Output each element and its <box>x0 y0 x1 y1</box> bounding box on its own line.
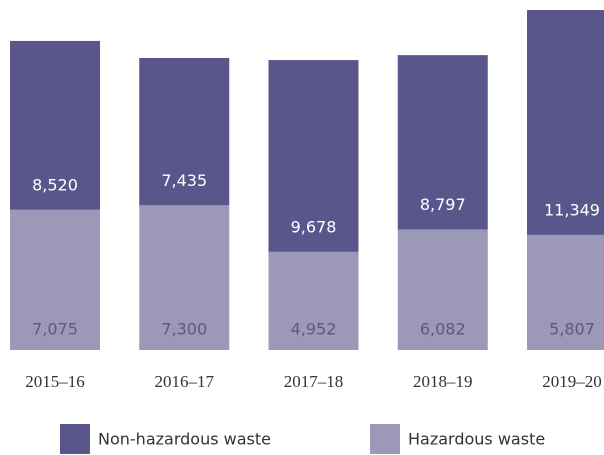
bar-segment <box>10 209 100 350</box>
value-label: 7,435 <box>161 171 207 190</box>
value-label: 7,075 <box>32 320 78 339</box>
bar-segment <box>139 57 230 206</box>
legend-label: Non-hazardous waste <box>98 430 271 449</box>
bar-segment <box>139 205 230 350</box>
value-label: 8,520 <box>32 175 78 194</box>
bar-segment <box>527 234 604 350</box>
x-tick-label: 2015–16 <box>25 372 85 391</box>
bar-segment <box>397 55 488 230</box>
x-tick-label: 2019–20 <box>542 372 602 391</box>
x-tick-label: 2016–17 <box>155 372 215 391</box>
value-label: 5,807 <box>549 320 595 339</box>
x-tick-label: 2018–19 <box>413 372 473 391</box>
bar-segment <box>10 40 100 210</box>
value-label: 6,082 <box>420 320 466 339</box>
value-label: 8,797 <box>420 195 466 214</box>
value-label: 11,349 <box>544 200 600 219</box>
bar-segment <box>268 251 359 350</box>
value-label: 9,678 <box>291 217 337 236</box>
legend-swatch <box>60 424 90 454</box>
bar-segment <box>527 10 604 235</box>
value-label: 4,952 <box>291 320 337 339</box>
bar-segment <box>268 60 359 252</box>
x-tick-label: 2017–18 <box>284 372 344 391</box>
legend-swatch <box>370 424 400 454</box>
bar-segment <box>397 229 488 350</box>
value-label: 7,300 <box>161 320 207 339</box>
legend-label: Hazardous waste <box>408 430 545 449</box>
